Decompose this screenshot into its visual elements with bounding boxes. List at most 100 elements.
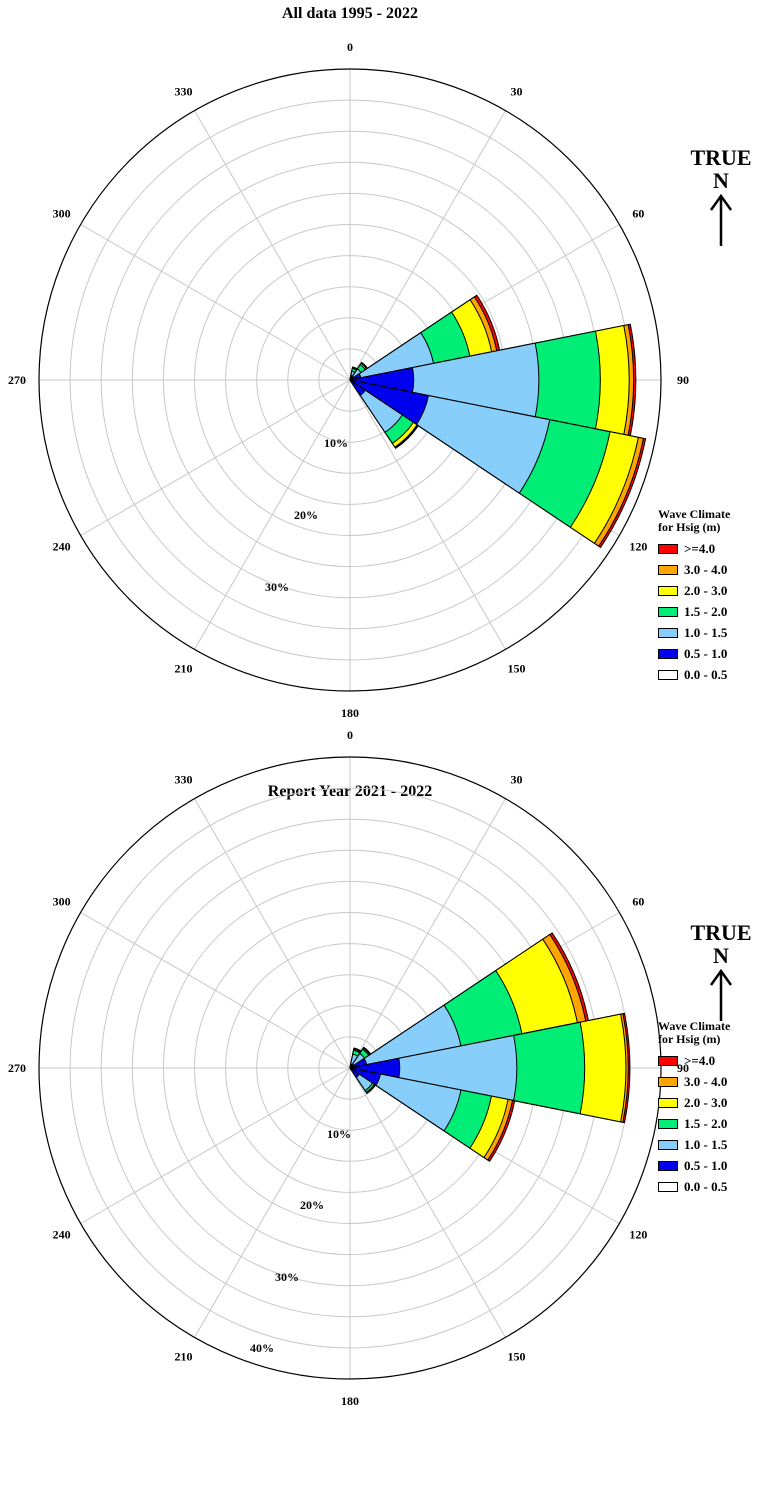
direction-label: 120 [629,540,647,554]
direction-label: 150 [508,1349,526,1363]
direction-label: 270 [8,373,26,387]
legend-label: 1.0 - 1.5 [684,1136,728,1152]
wave-rose-panel-report-year: Report Year 2021 - 2022 0 30 60 90 120 150 180… [0,728,759,1494]
direction-label: 180 [341,1394,359,1408]
grid-spoke [80,379,351,536]
legend-label: 1.0 - 1.5 [684,624,728,640]
direction-label: 180 [341,706,359,720]
legend-item: 2.0 - 3.0 [658,580,758,601]
direction-label: 330 [175,773,193,787]
legend-label: 3.0 - 4.0 [684,561,728,577]
legend-item: 1.0 - 1.5 [658,622,758,643]
true-north-indicator: TRUE N [680,145,759,246]
legend-label: 0.0 - 0.5 [684,1178,728,1194]
grid-spoke [194,110,351,381]
rose-sector-segment [349,1067,462,1132]
legend: Wave Climate for Hsig (m) >=4.0 3.0 - 4.… [658,1020,758,1197]
legend-item: 0.0 - 0.5 [658,1176,758,1197]
legend-swatch [658,1181,678,1192]
legend-swatch [658,1076,678,1087]
legend-title: Wave Climate for Hsig (m) [658,508,758,534]
legend-title: Wave Climate for Hsig (m) [658,1020,758,1046]
grid-spoke [80,1067,351,1224]
legend-item: 0.5 - 1.0 [658,1155,758,1176]
north-arrow-icon [709,968,733,1021]
grid-spoke [349,798,506,1069]
grid-spoke [194,798,351,1069]
legend-swatch [658,564,678,575]
direction-label: 0 [347,40,353,54]
legend-item: 1.5 - 2.0 [658,1113,758,1134]
legend-title-line1: Wave Climate [658,1019,731,1033]
legend-swatch [658,543,678,554]
radial-label: 30% [275,1270,299,1284]
legend-title-line2: for Hsig (m) [658,1032,721,1046]
legend-swatch [658,1139,678,1150]
legend-label: 0.5 - 1.0 [684,1157,728,1173]
legend-item: 2.0 - 3.0 [658,1092,758,1113]
radial-label: 10% [327,1127,351,1141]
direction-label: 300 [53,895,71,909]
radial-label: 30% [265,580,289,594]
rose-sector-segment [349,1067,361,1079]
grid-spoke [349,379,506,650]
legend-swatch [658,627,678,638]
grid-spoke [80,912,351,1069]
true-north-indicator: TRUE N [680,920,759,1021]
legend-swatch [658,1160,678,1171]
legend-label: 1.5 - 2.0 [684,603,728,619]
direction-label: 30 [511,85,523,99]
grid-spoke [80,224,351,381]
direction-label: 90 [677,1061,689,1075]
true-north-label: TRUE [690,145,752,170]
legend-label: >=4.0 [684,540,716,556]
legend-swatch [658,585,678,596]
north-arrow-icon [709,193,733,246]
legend-label: 3.0 - 4.0 [684,1073,728,1089]
legend-swatch [658,1097,678,1108]
direction-label: 0 [347,728,353,742]
north-letter: N [713,943,729,968]
direction-label: 30 [511,773,523,787]
radial-label: 20% [300,1198,324,1212]
direction-label: 240 [53,540,71,554]
grid-spoke [194,379,351,650]
radial-label: 10% [324,436,348,450]
grid-spoke [349,110,506,381]
direction-label: 210 [175,661,193,675]
legend-item: >=4.0 [658,1050,758,1071]
legend-swatch [658,1055,678,1066]
radial-label: 20% [294,508,318,522]
legend-label: 0.5 - 1.0 [684,645,728,661]
legend-label: 2.0 - 3.0 [684,582,728,598]
legend-label: >=4.0 [684,1052,716,1068]
rose-sector-segment [349,379,367,397]
legend: Wave Climate for Hsig (m) >=4.0 3.0 - 4.… [658,508,758,685]
legend-title-line2: for Hsig (m) [658,520,721,534]
chart-title: All data 1995 - 2022 [282,5,418,22]
grid-spoke [349,1067,506,1338]
legend-item: 0.5 - 1.0 [658,643,758,664]
legend-item: >=4.0 [658,538,758,559]
legend-label: 2.0 - 3.0 [684,1094,728,1110]
direction-label: 210 [175,1349,193,1363]
legend-swatch [658,1118,678,1129]
rose-sector-segment [349,379,353,383]
north-letter: N [713,168,729,193]
wave-rose-chart: 0 30 60 90 120 150 180 210 240 270 300 330 10% 20% 30%… [8,728,689,1408]
legend-item: 1.0 - 1.5 [658,1134,758,1155]
rose-sector-segment [349,1067,353,1071]
true-north-label: TRUE [690,920,752,945]
legend-item: 3.0 - 4.0 [658,1071,758,1092]
wave-rose-panel-all-data: All data 1995 - 2022 0 30 60 90 120 150 180 210… [8,5,759,720]
legend-label: 1.5 - 2.0 [684,1115,728,1131]
legend-swatch [658,606,678,617]
legend-title-line1: Wave Climate [658,507,731,521]
legend-swatch [658,648,678,659]
legend-label: 0.0 - 0.5 [684,666,728,682]
outer-circle [38,756,662,1380]
legend-item: 1.5 - 2.0 [658,601,758,622]
outer-circle [38,68,662,692]
direction-label: 150 [508,661,526,675]
direction-label: 60 [632,207,644,221]
